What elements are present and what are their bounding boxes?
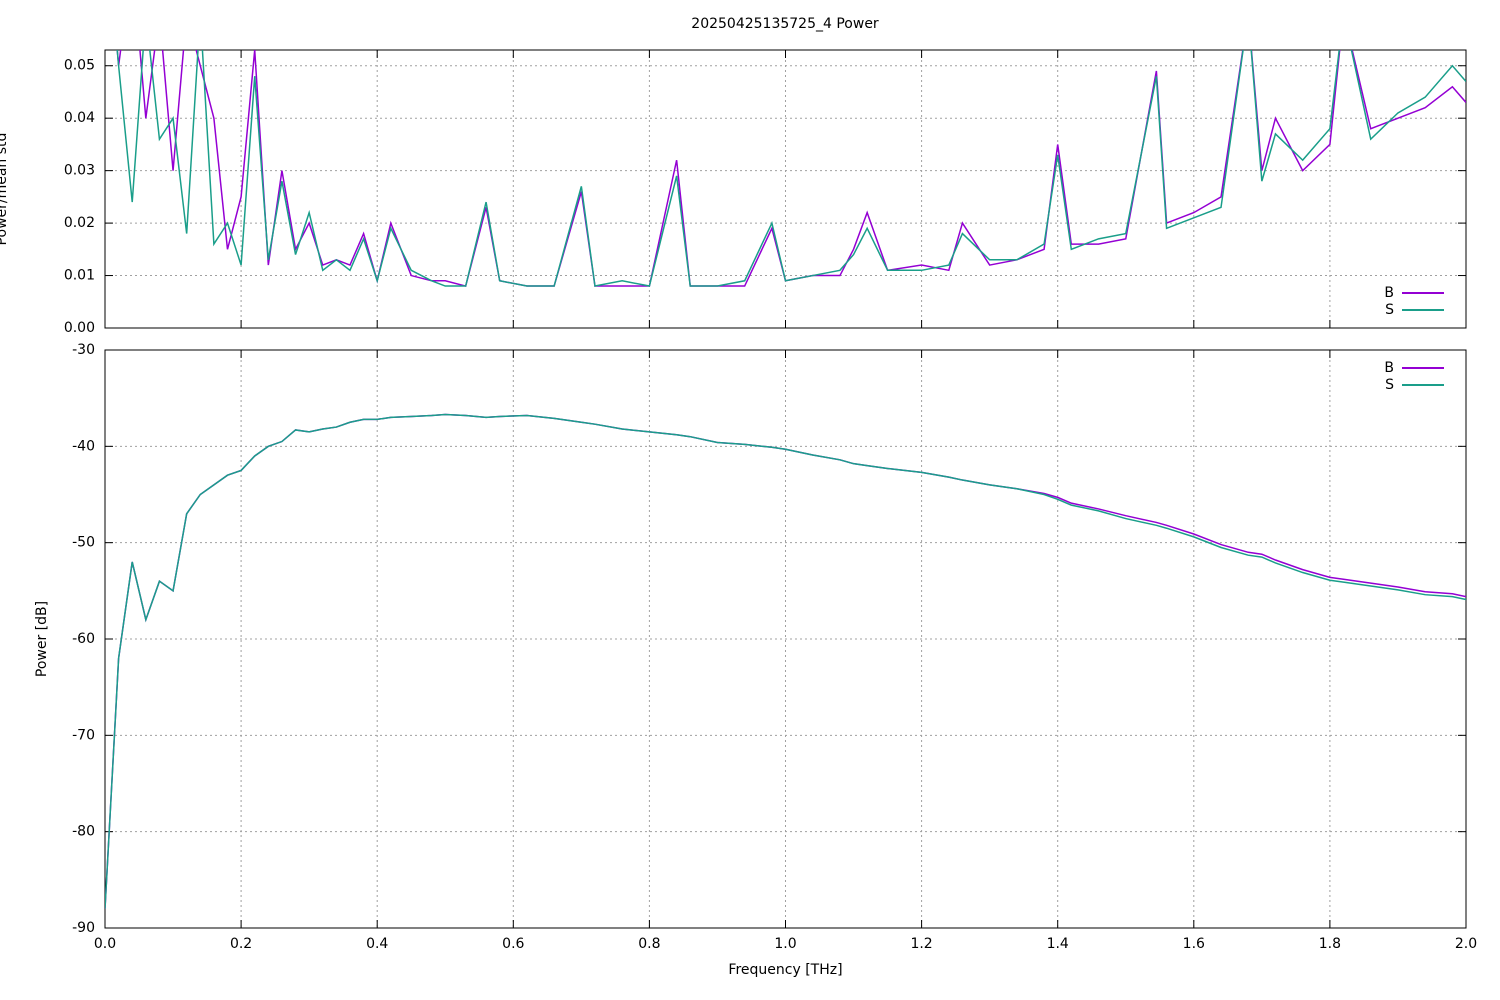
y-tick-label: -30 <box>72 342 95 358</box>
x-tick-label: 1.6 <box>1183 936 1205 952</box>
data-line <box>105 413 1466 909</box>
x-tick-label: 0.8 <box>638 936 660 952</box>
y-tick-label: -40 <box>72 438 95 454</box>
plot-frame <box>104 349 1467 929</box>
x-tick-label: 2.0 <box>1455 936 1477 952</box>
x-tick-label: 1.8 <box>1319 936 1341 952</box>
y-tick-label: 0.03 <box>64 163 95 179</box>
legend-label: S <box>1385 377 1394 393</box>
y-tick-label: 0.01 <box>64 268 95 284</box>
plot-frame <box>104 49 1467 329</box>
legend-label: B <box>1384 360 1394 376</box>
legend-label: S <box>1385 302 1394 318</box>
y-tick-label: 0.04 <box>64 110 95 126</box>
y-tick-label: -70 <box>72 727 95 743</box>
y-tick-label: -80 <box>72 824 95 840</box>
data-line <box>116 50 1466 287</box>
y-tick-label: -50 <box>72 535 95 551</box>
y-tick-label: -90 <box>72 920 95 936</box>
chart-title: 20250425135725_4 Power <box>691 16 879 32</box>
y-tick-label: 0.02 <box>64 215 95 231</box>
x-tick-label: 1.0 <box>774 936 796 952</box>
y-axis-label: Power [dB] <box>34 601 50 677</box>
y-axis-label: Power/mean std <box>0 133 10 246</box>
x-tick-label: 0.4 <box>366 936 388 952</box>
x-tick-label: 1.2 <box>910 936 932 952</box>
x-tick-label: 0.6 <box>502 936 524 952</box>
y-tick-label: 0.05 <box>64 58 95 74</box>
x-tick-label: 0.0 <box>94 936 116 952</box>
y-tick-label: 0.00 <box>64 320 95 336</box>
x-axis-label: Frequency [THz] <box>728 962 842 978</box>
x-tick-label: 0.2 <box>230 936 252 952</box>
y-tick-label: -60 <box>72 631 95 647</box>
legend-label: B <box>1384 285 1394 301</box>
x-tick-label: 1.4 <box>1047 936 1069 952</box>
data-line <box>116 50 1466 287</box>
